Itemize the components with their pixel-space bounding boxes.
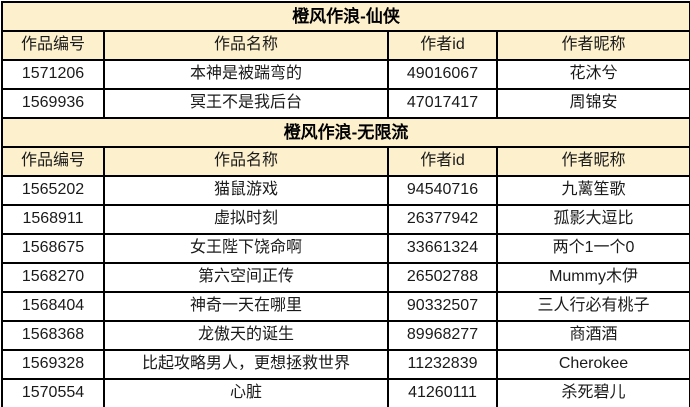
table-cell: 89968277	[387, 320, 498, 351]
column-header: 作品编号	[1, 30, 105, 61]
table-cell: 1568270	[1, 262, 105, 293]
table-cell: 比起攻略男人，更想拯救世界	[103, 349, 389, 380]
table-cell: 商酒酒	[495, 320, 690, 351]
table-row: 1568911 虚拟时刻 26377942 孤影大逗比	[1, 204, 690, 235]
column-header: 作者id	[387, 30, 498, 61]
table-cell: 1569328	[1, 349, 105, 380]
table-cell: 孤影大逗比	[495, 204, 690, 235]
table-cell: 本神是被踹弯的	[103, 59, 389, 90]
table-row: 1568675 女王陛下饶命啊 33661324 两个1一个0	[1, 233, 690, 264]
section-title-row: 橙风作浪-仙侠	[0, 1, 690, 32]
table-cell: 1571206	[1, 59, 105, 90]
table-cell: 第六空间正传	[103, 262, 389, 293]
table-row: 1565202 猫鼠游戏 94540716 九蓠笙歌	[1, 175, 690, 206]
table-cell: 三人行必有桃子	[495, 291, 690, 322]
table-cell: 虚拟时刻	[103, 204, 389, 235]
table-cell: 41260111	[387, 378, 498, 407]
table-cell: 两个1一个0	[495, 233, 690, 264]
table-cell: 1568675	[1, 233, 105, 264]
column-header-row: 作品编号 作品名称 作者id 作者昵称	[1, 146, 690, 177]
table-cell: 1568911	[1, 204, 105, 235]
column-header: 作品名称	[103, 30, 389, 61]
table-cell: 猫鼠游戏	[103, 175, 389, 206]
table-cell: 26377942	[387, 204, 498, 235]
table-cell: 1570554	[1, 378, 105, 407]
table-cell: Cherokee	[495, 349, 690, 380]
table-cell: 九蓠笙歌	[495, 175, 690, 206]
table-row: 1568368 龙傲天的诞生 89968277 商酒酒	[1, 320, 690, 351]
table-cell: 1568404	[1, 291, 105, 322]
section-title: 橙风作浪-无限流	[0, 117, 690, 148]
table-row: 1571206 本神是被踹弯的 49016067 花沐兮	[1, 59, 690, 90]
table-cell: 94540716	[387, 175, 498, 206]
column-header: 作者昵称	[495, 146, 690, 177]
table-cell: 1568368	[1, 320, 105, 351]
column-header: 作品名称	[103, 146, 389, 177]
column-header: 作品编号	[1, 146, 105, 177]
column-header: 作者id	[387, 146, 498, 177]
table-cell: 11232839	[387, 349, 498, 380]
table-row: 1568270 第六空间正传 26502788 Mummy木伊	[1, 262, 690, 293]
section-title: 橙风作浪-仙侠	[0, 1, 690, 32]
table-cell: Mummy木伊	[495, 262, 690, 293]
table-cell: 26502788	[387, 262, 498, 293]
table-cell: 龙傲天的诞生	[103, 320, 389, 351]
table-row: 1569328 比起攻略男人，更想拯救世界 11232839 Cherokee	[1, 349, 690, 380]
table-cell: 心脏	[103, 378, 389, 407]
table-cell: 1565202	[1, 175, 105, 206]
table-cell: 1569936	[1, 88, 105, 119]
table-cell: 女王陛下饶命啊	[103, 233, 389, 264]
table-row: 1568404 神奇一天在哪里 90332507 三人行必有桃子	[1, 291, 690, 322]
column-header-row: 作品编号 作品名称 作者id 作者昵称	[1, 30, 690, 61]
table-cell: 杀死碧儿	[495, 378, 690, 407]
section-title-row: 橙风作浪-无限流	[0, 117, 690, 148]
column-header: 作者昵称	[495, 30, 690, 61]
table-cell: 神奇一天在哪里	[103, 291, 389, 322]
table-row: 1570554 心脏 41260111 杀死碧儿	[1, 378, 690, 407]
table-cell: 冥王不是我后台	[103, 88, 389, 119]
table-row: 1569936 冥王不是我后台 47017417 周锦安	[1, 88, 690, 119]
table-cell: 33661324	[387, 233, 498, 264]
table-cell: 周锦安	[495, 88, 690, 119]
table-cell: 花沐兮	[495, 59, 690, 90]
table-cell: 47017417	[387, 88, 498, 119]
table-cell: 90332507	[387, 291, 498, 322]
table-cell: 49016067	[387, 59, 498, 90]
